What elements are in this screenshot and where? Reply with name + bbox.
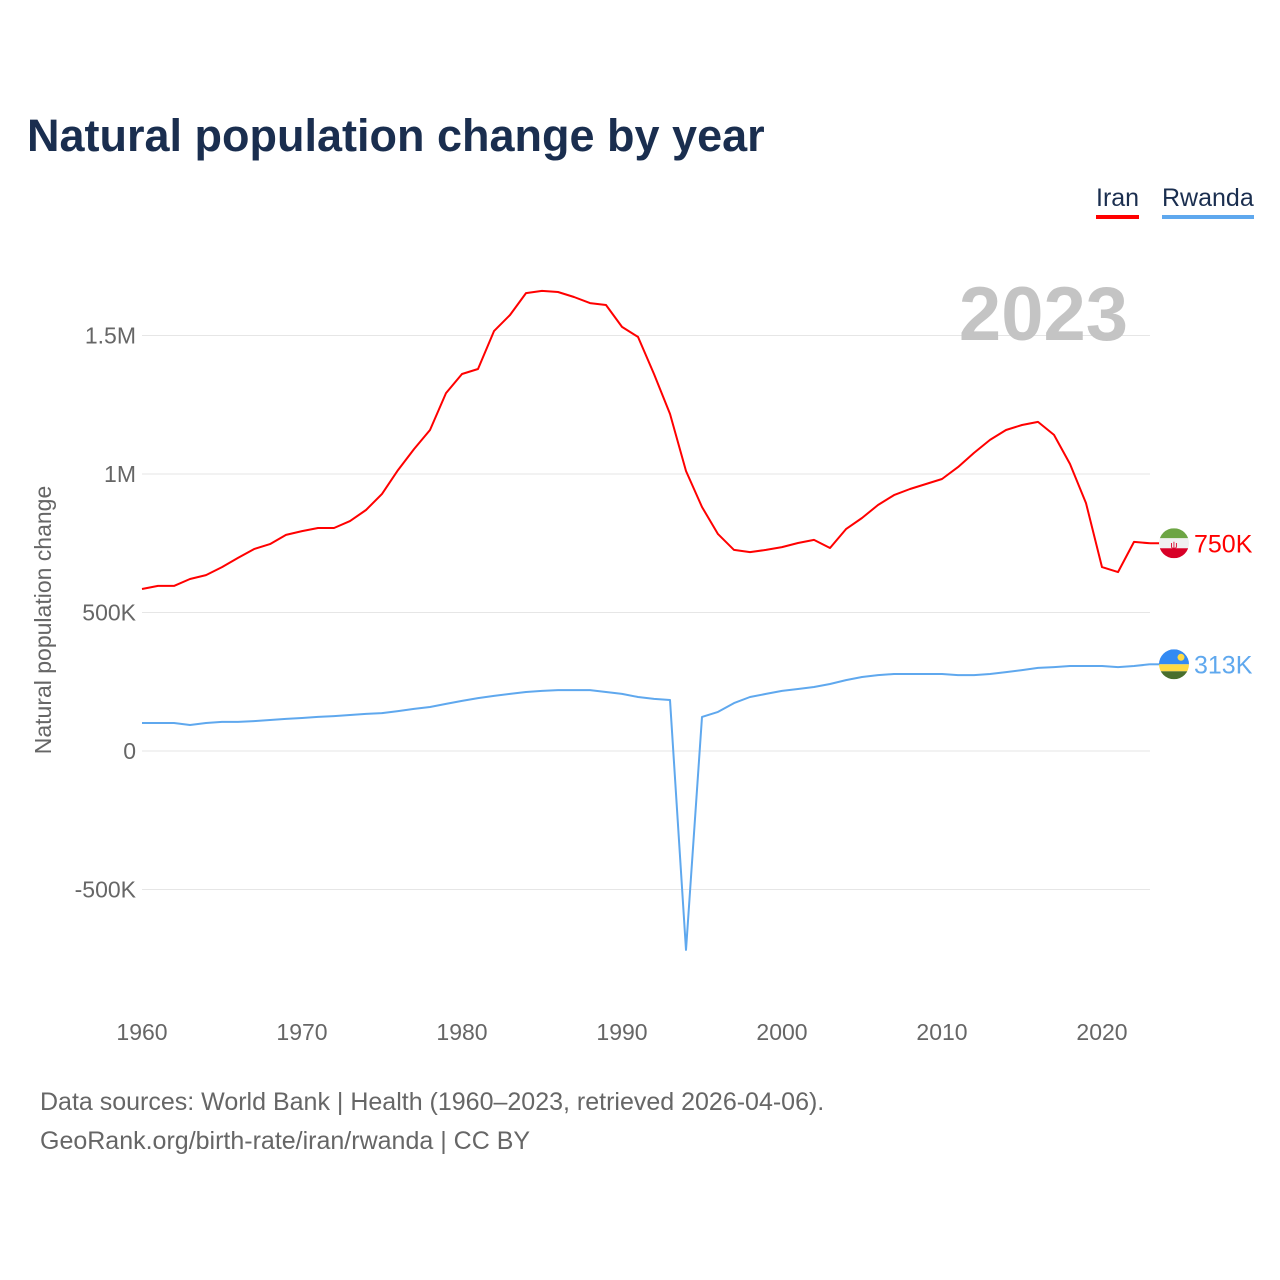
x-tick-label: 2010: [916, 1019, 967, 1045]
series-line-iran: [141, 289, 1151, 590]
y-tick-label: 1M: [104, 461, 136, 487]
footer-sources: Data sources: World Bank | Health (1960–…: [40, 1088, 825, 1116]
y-tick-label: 1.5M: [85, 323, 136, 349]
x-tick-label: 1990: [596, 1019, 647, 1045]
y-tick-label: 0: [123, 738, 136, 764]
chart-title: Natural population change by year: [27, 110, 765, 161]
y-axis-label: Natural population change: [30, 486, 56, 755]
svg-text:ψ: ψ: [1170, 540, 1177, 551]
y-tick-label: 500K: [82, 600, 136, 626]
x-tick-label: 1960: [116, 1019, 167, 1045]
x-tick-label: 2020: [1076, 1019, 1127, 1045]
end-value-label-iran: 750K: [1194, 530, 1253, 558]
x-tick-label: 2000: [756, 1019, 807, 1045]
legend-item-iran[interactable]: Iran: [1096, 184, 1140, 219]
rwanda-flag-icon: [1159, 649, 1189, 680]
y-tick-label: -500K: [75, 877, 137, 903]
year-watermark: 2023: [959, 272, 1128, 357]
footer-attribution: GeoRank.org/birth-rate/iran/rwanda | CC …: [40, 1127, 531, 1155]
series-line-rwanda: [142, 663, 1151, 951]
iran-flag-icon: ψ: [1159, 528, 1189, 559]
end-value-label-rwanda: 313K: [1194, 651, 1253, 679]
legend-item-rwanda[interactable]: Rwanda: [1162, 184, 1254, 219]
x-tick-label: 1970: [276, 1019, 327, 1045]
x-tick-label: 1980: [436, 1019, 487, 1045]
